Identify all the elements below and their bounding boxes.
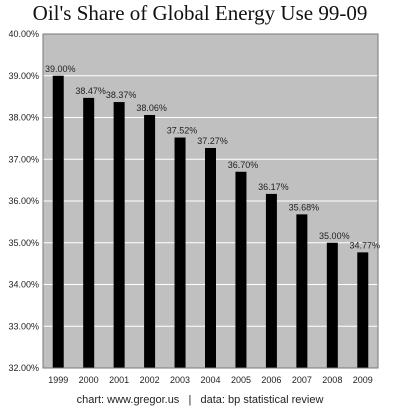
bar bbox=[326, 242, 338, 368]
data-label: 35.68% bbox=[289, 202, 320, 212]
bar bbox=[205, 147, 216, 368]
data-label: 34.77% bbox=[350, 240, 381, 250]
x-tick-label: 2007 bbox=[292, 375, 312, 385]
bar bbox=[113, 102, 125, 369]
x-tick-label: 2008 bbox=[322, 375, 342, 385]
plot-border bbox=[42, 33, 379, 369]
x-tick-label: 2009 bbox=[353, 375, 373, 385]
data-label: 36.70% bbox=[228, 160, 259, 170]
x-tick-label: 2004 bbox=[200, 375, 220, 385]
bar bbox=[52, 75, 64, 368]
y-tick-label: 36.00% bbox=[8, 196, 39, 206]
data-label: 37.52% bbox=[167, 126, 198, 136]
x-tick-label: 2005 bbox=[231, 375, 251, 385]
y-tick-label: 40.00% bbox=[8, 29, 39, 39]
y-tick-label: 38.00% bbox=[8, 113, 39, 123]
bar bbox=[296, 214, 308, 368]
data-label: 35.00% bbox=[319, 231, 350, 241]
y-tick-label: 32.00% bbox=[8, 363, 39, 373]
bar bbox=[83, 97, 95, 368]
bar bbox=[144, 114, 156, 369]
y-tick-label: 39.00% bbox=[8, 71, 39, 81]
data-label: 36.17% bbox=[258, 182, 289, 192]
x-tick-label: 2003 bbox=[170, 375, 190, 385]
source-credit: chart: www.gregor.us | data: bp statisti… bbox=[76, 394, 324, 406]
bar bbox=[265, 193, 277, 368]
y-tick-label: 33.00% bbox=[8, 321, 39, 331]
x-tick-label: 2006 bbox=[261, 375, 281, 385]
data-label: 37.27% bbox=[197, 136, 228, 146]
y-tick-label: 37.00% bbox=[8, 154, 39, 164]
x-tick-label: 2002 bbox=[140, 375, 160, 385]
x-tick-label: 1999 bbox=[48, 375, 68, 385]
x-tick-label: 2000 bbox=[79, 375, 99, 385]
bar bbox=[357, 252, 369, 368]
data-label: 38.06% bbox=[136, 103, 167, 113]
chart-title: Oil's Share of Global Energy Use 99-09 bbox=[32, 1, 368, 25]
data-label: 39.00% bbox=[45, 64, 76, 74]
bar bbox=[235, 171, 247, 368]
y-tick-label: 35.00% bbox=[8, 238, 39, 248]
data-label: 38.37% bbox=[106, 90, 137, 100]
y-tick-label: 34.00% bbox=[8, 280, 39, 290]
data-label: 38.47% bbox=[75, 86, 106, 96]
x-tick-label: 2001 bbox=[109, 375, 129, 385]
bar bbox=[174, 137, 186, 368]
